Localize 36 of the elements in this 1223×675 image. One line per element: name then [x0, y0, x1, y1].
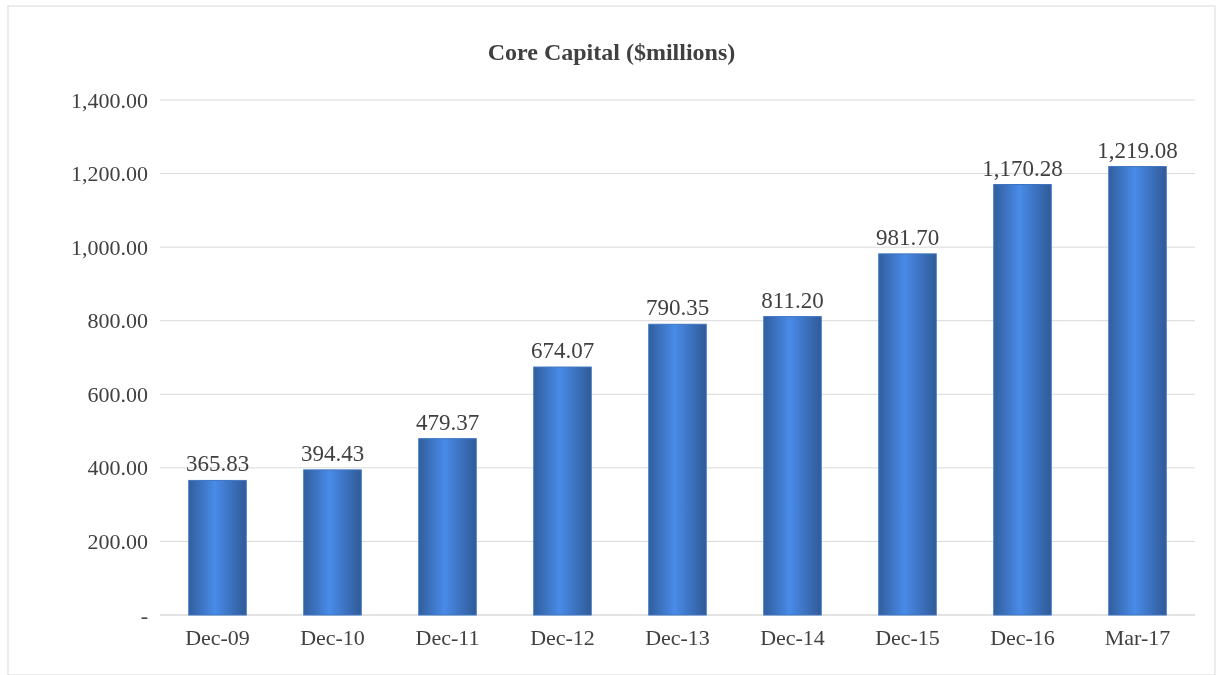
bar	[993, 184, 1052, 616]
bar	[1108, 166, 1167, 616]
data-label: 394.43	[300, 440, 365, 466]
x-tick-label: Dec-12	[530, 624, 595, 650]
y-tick-label: 1,000.00	[71, 234, 148, 260]
x-tick-label: Dec-14	[760, 624, 825, 650]
x-tick-label: Mar-17	[1104, 624, 1171, 650]
bar	[763, 316, 822, 616]
x-tick-label: Dec-10	[300, 624, 365, 650]
bar	[533, 366, 592, 616]
x-tick-label: Dec-11	[415, 624, 480, 650]
data-label: 981.70	[875, 224, 940, 250]
chart-title: Core Capital ($millions)	[487, 39, 736, 65]
y-tick-label: -	[140, 602, 148, 628]
bar	[303, 469, 362, 616]
data-label: 790.35	[645, 295, 710, 321]
bar	[648, 323, 707, 616]
y-tick-label: 1,400.00	[71, 87, 148, 113]
data-label: 365.83	[185, 451, 250, 477]
x-tick-label: Dec-15	[875, 624, 940, 650]
data-label: 811.20	[761, 287, 824, 313]
y-tick-label: 800.00	[87, 308, 148, 334]
y-tick-label: 1,200.00	[71, 161, 148, 187]
data-label: 674.07	[530, 338, 595, 364]
y-tick-label: 400.00	[87, 455, 148, 481]
data-label: 1,170.28	[982, 155, 1063, 181]
bar	[188, 479, 247, 616]
bar	[418, 438, 477, 616]
data-label: 1,219.08	[1097, 137, 1178, 163]
y-tick-label: 600.00	[87, 381, 148, 407]
x-tick-label: Dec-16	[990, 624, 1055, 650]
x-tick-label: Dec-09	[185, 624, 250, 650]
data-label: 479.37	[415, 409, 480, 435]
y-tick-label: 200.00	[87, 528, 148, 554]
x-tick-label: Dec-13	[645, 624, 710, 650]
bar	[878, 253, 937, 616]
